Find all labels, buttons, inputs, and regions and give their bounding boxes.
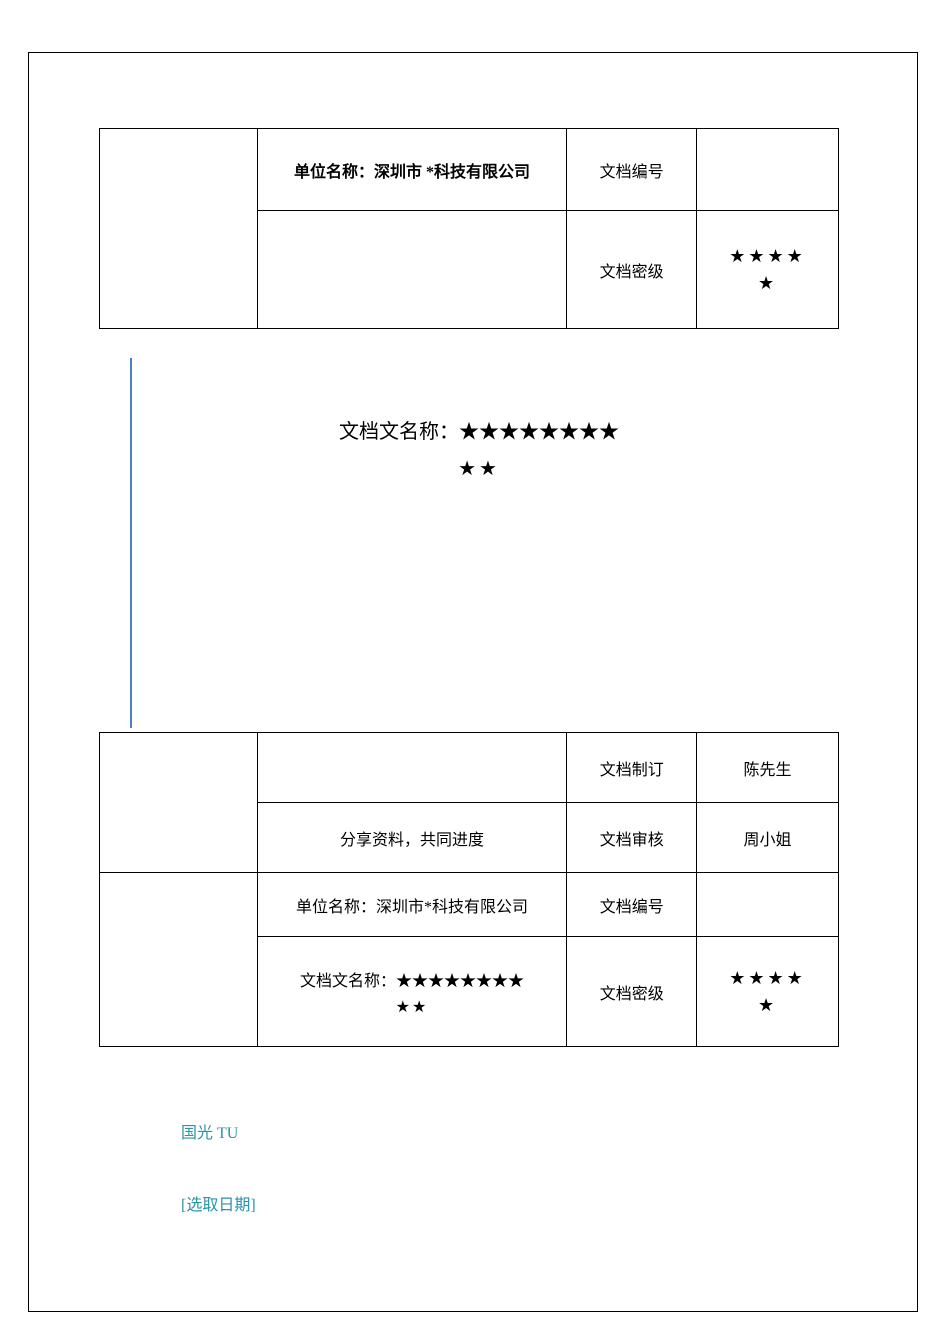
- info-left-cell-1: [100, 733, 258, 873]
- info-mid-cell-1: [257, 733, 567, 803]
- page-frame: 单位名称：深圳市 *科技有限公司 文档编号 文档密级 ★★★★ ★ 文档文名称：…: [28, 52, 918, 1312]
- doc-name-cell: 文档文名称：★★★★★★★★ ★★: [257, 937, 567, 1047]
- secrecy-stars-cell-2: ★★★★ ★: [697, 937, 839, 1047]
- accent-vertical-line: [130, 358, 132, 728]
- secrecy-stars-line2: ★: [697, 271, 838, 300]
- footer-author: 国光 TU: [181, 1119, 238, 1143]
- header-blank-cell: [257, 211, 567, 329]
- doc-review-label-cell: 文档审核: [567, 803, 697, 873]
- doc-name-line2: ★★: [258, 995, 567, 1021]
- header-logo-cell: [100, 129, 258, 329]
- org-name-cell: 单位名称：深圳市 *科技有限公司: [257, 129, 567, 211]
- info-table: 文档制订 陈先生 分享资料，共同进度 文档审核 周小姐 单位名称：深圳市*科技有…: [99, 732, 839, 1047]
- doc-id-value-cell: [697, 129, 839, 211]
- footer-date-placeholder: [选取日期]: [181, 1191, 256, 1215]
- doc-title-block: 文档文名称：★★★★★★★★ ★★: [179, 411, 779, 489]
- doc-id-label-cell-2: 文档编号: [567, 873, 697, 937]
- secrecy2-stars-line2: ★: [697, 993, 838, 1022]
- doc-id-label-cell: 文档编号: [567, 129, 697, 211]
- doc-title-line1: 文档文名称：★★★★★★★★: [179, 411, 779, 448]
- secrecy-label-cell-2: 文档密级: [567, 937, 697, 1047]
- doc-make-label-cell: 文档制订: [567, 733, 697, 803]
- secrecy-label-cell: 文档密级: [567, 211, 697, 329]
- info-left-cell-2: [100, 873, 258, 1047]
- doc-name-line1: 文档文名称：★★★★★★★★: [258, 963, 567, 995]
- secrecy-stars-line1: ★★★★: [697, 240, 838, 271]
- doc-review-value-cell: 周小姐: [697, 803, 839, 873]
- doc-id-value-cell-2: [697, 873, 839, 937]
- header-table: 单位名称：深圳市 *科技有限公司 文档编号 文档密级 ★★★★ ★: [99, 128, 839, 329]
- secrecy2-stars-line1: ★★★★: [697, 962, 838, 993]
- org-name-cell-2: 单位名称：深圳市*科技有限公司: [257, 873, 567, 937]
- share-text-cell: 分享资料，共同进度: [257, 803, 567, 873]
- secrecy-stars-cell: ★★★★ ★: [697, 211, 839, 329]
- doc-make-value-cell: 陈先生: [697, 733, 839, 803]
- doc-title-line2: ★★: [179, 448, 779, 489]
